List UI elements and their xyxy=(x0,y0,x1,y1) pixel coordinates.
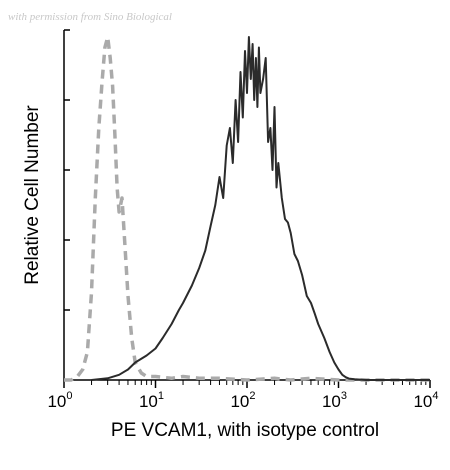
x-tick-label: 101 xyxy=(139,390,164,411)
y-axis-title: Relative Cell Number xyxy=(22,105,43,285)
watermark-text: with permission from Sino Biological xyxy=(8,11,172,23)
x-tick-label: 100 xyxy=(47,390,72,411)
x-tick-label: 104 xyxy=(413,390,438,411)
isotype-control-line xyxy=(64,35,430,382)
plot-area: 100 101 102 103 104 xyxy=(47,29,439,411)
x-axis-tick-labels: 100 101 102 103 104 xyxy=(47,390,438,411)
x-axis-title: PE VCAM1, with isotype control xyxy=(111,420,379,441)
x-axis-ticks xyxy=(63,380,431,388)
x-tick-label: 102 xyxy=(230,390,255,411)
y-axis-ticks xyxy=(64,29,70,311)
x-tick-label: 103 xyxy=(322,390,347,411)
vcam1-line xyxy=(91,36,430,381)
histogram-series xyxy=(64,35,430,382)
